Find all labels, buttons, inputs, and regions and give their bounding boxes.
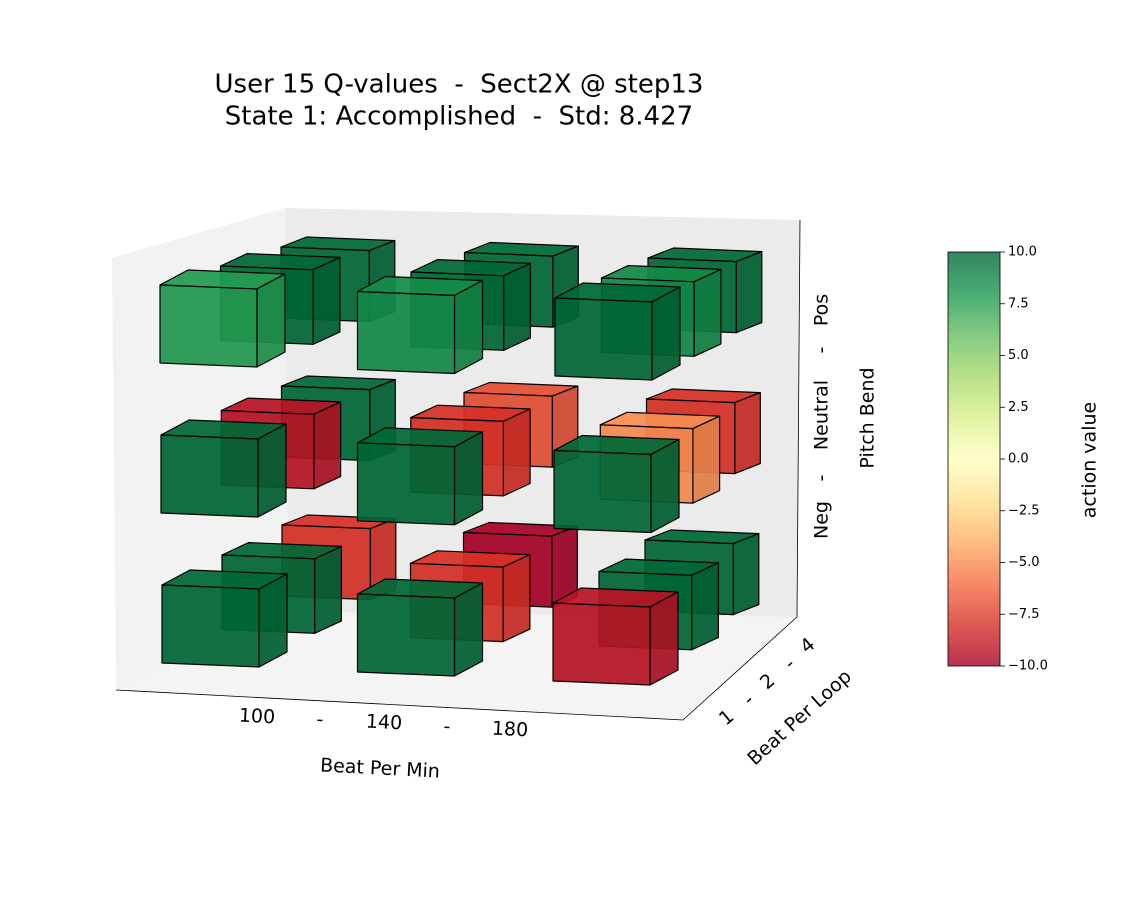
voxel-right bbox=[651, 286, 681, 381]
voxel-right bbox=[502, 554, 531, 643]
colorbar-tick-label: 0.0 bbox=[1008, 452, 1029, 467]
voxel-front bbox=[552, 602, 651, 686]
chart-title: User 15 Q-values - Sect2X @ step13 bbox=[215, 70, 704, 100]
voxel-right bbox=[453, 431, 484, 526]
colorbar-tick-label: −7.5 bbox=[1008, 607, 1040, 622]
voxel-front bbox=[553, 449, 652, 534]
voxel-right bbox=[649, 591, 679, 686]
colorbar bbox=[947, 251, 1001, 667]
voxel bbox=[553, 434, 680, 534]
voxel-right bbox=[502, 408, 531, 497]
colorbar-tick-label: −5.0 bbox=[1008, 555, 1040, 570]
colorbar-tick-label: 5.0 bbox=[1008, 348, 1029, 363]
z-tick-label: Neg bbox=[811, 501, 833, 539]
z-axis-label: Pitch Bend bbox=[857, 367, 879, 468]
voxel-right bbox=[690, 562, 720, 651]
voxel bbox=[356, 578, 484, 677]
voxel-right bbox=[693, 268, 722, 357]
z-tick-label: - bbox=[811, 347, 833, 354]
voxel bbox=[552, 587, 679, 686]
y-tick-label: 4 bbox=[796, 633, 819, 658]
x-tick-label: - bbox=[443, 715, 451, 737]
voxel-front bbox=[356, 593, 456, 677]
chart-subtitle: State 1: Accomplished - Std: 8.427 bbox=[225, 102, 693, 132]
colorbar-tick-label: 10.0 bbox=[1008, 245, 1037, 260]
voxel-right bbox=[257, 423, 287, 518]
z-tick-label: Pos bbox=[811, 294, 833, 326]
y-tick-label: 1 bbox=[715, 705, 738, 730]
z-tick-label: Neutral bbox=[811, 380, 833, 450]
voxel-right bbox=[453, 279, 484, 375]
y-tick-label: 2 bbox=[756, 669, 779, 694]
x-axis-line bbox=[115, 689, 684, 721]
voxel-right bbox=[735, 251, 763, 334]
voxel-right bbox=[312, 256, 341, 345]
colorbar-tick-label: −2.5 bbox=[1008, 503, 1040, 518]
voxel bbox=[356, 427, 484, 526]
voxel-front bbox=[160, 434, 259, 518]
y-tick-label: - bbox=[739, 689, 758, 710]
colorbar-tick-label: −10.0 bbox=[1008, 659, 1048, 674]
x-tick-label: 140 bbox=[365, 711, 402, 735]
colorbar-tick-label: 2.5 bbox=[1008, 400, 1029, 415]
voxel-front bbox=[356, 290, 456, 375]
voxel-front bbox=[159, 284, 258, 368]
voxel-right bbox=[503, 262, 532, 351]
voxel bbox=[554, 282, 681, 381]
z-tick-label: - bbox=[811, 475, 833, 482]
voxels bbox=[159, 236, 763, 686]
voxel-right bbox=[258, 573, 288, 668]
voxel-right bbox=[734, 392, 761, 475]
x-tick-label: 180 bbox=[491, 718, 528, 742]
voxel bbox=[161, 569, 288, 668]
voxel-front bbox=[554, 297, 653, 381]
voxel-right bbox=[256, 273, 286, 368]
x-axis-label: Beat Per Min bbox=[320, 754, 441, 782]
y-tick-label: - bbox=[780, 653, 799, 674]
x-tick-label: - bbox=[316, 708, 324, 730]
voxel bbox=[159, 269, 286, 368]
x-tick-label: 100 bbox=[238, 705, 275, 729]
voxel-front bbox=[161, 584, 260, 668]
voxel-right bbox=[313, 401, 342, 490]
voxel-front bbox=[356, 442, 456, 526]
axis-edge bbox=[796, 219, 801, 618]
voxel bbox=[356, 275, 484, 375]
colorbar-tick-label: 7.5 bbox=[1008, 296, 1029, 311]
colorbar-label: action value bbox=[1079, 402, 1101, 518]
voxel-right bbox=[692, 415, 721, 504]
voxel-right bbox=[650, 438, 680, 534]
voxel bbox=[160, 419, 287, 518]
voxel-right bbox=[314, 545, 342, 634]
voxel-right bbox=[453, 582, 484, 677]
y-axis-line bbox=[682, 616, 798, 721]
voxel-right bbox=[732, 532, 760, 616]
